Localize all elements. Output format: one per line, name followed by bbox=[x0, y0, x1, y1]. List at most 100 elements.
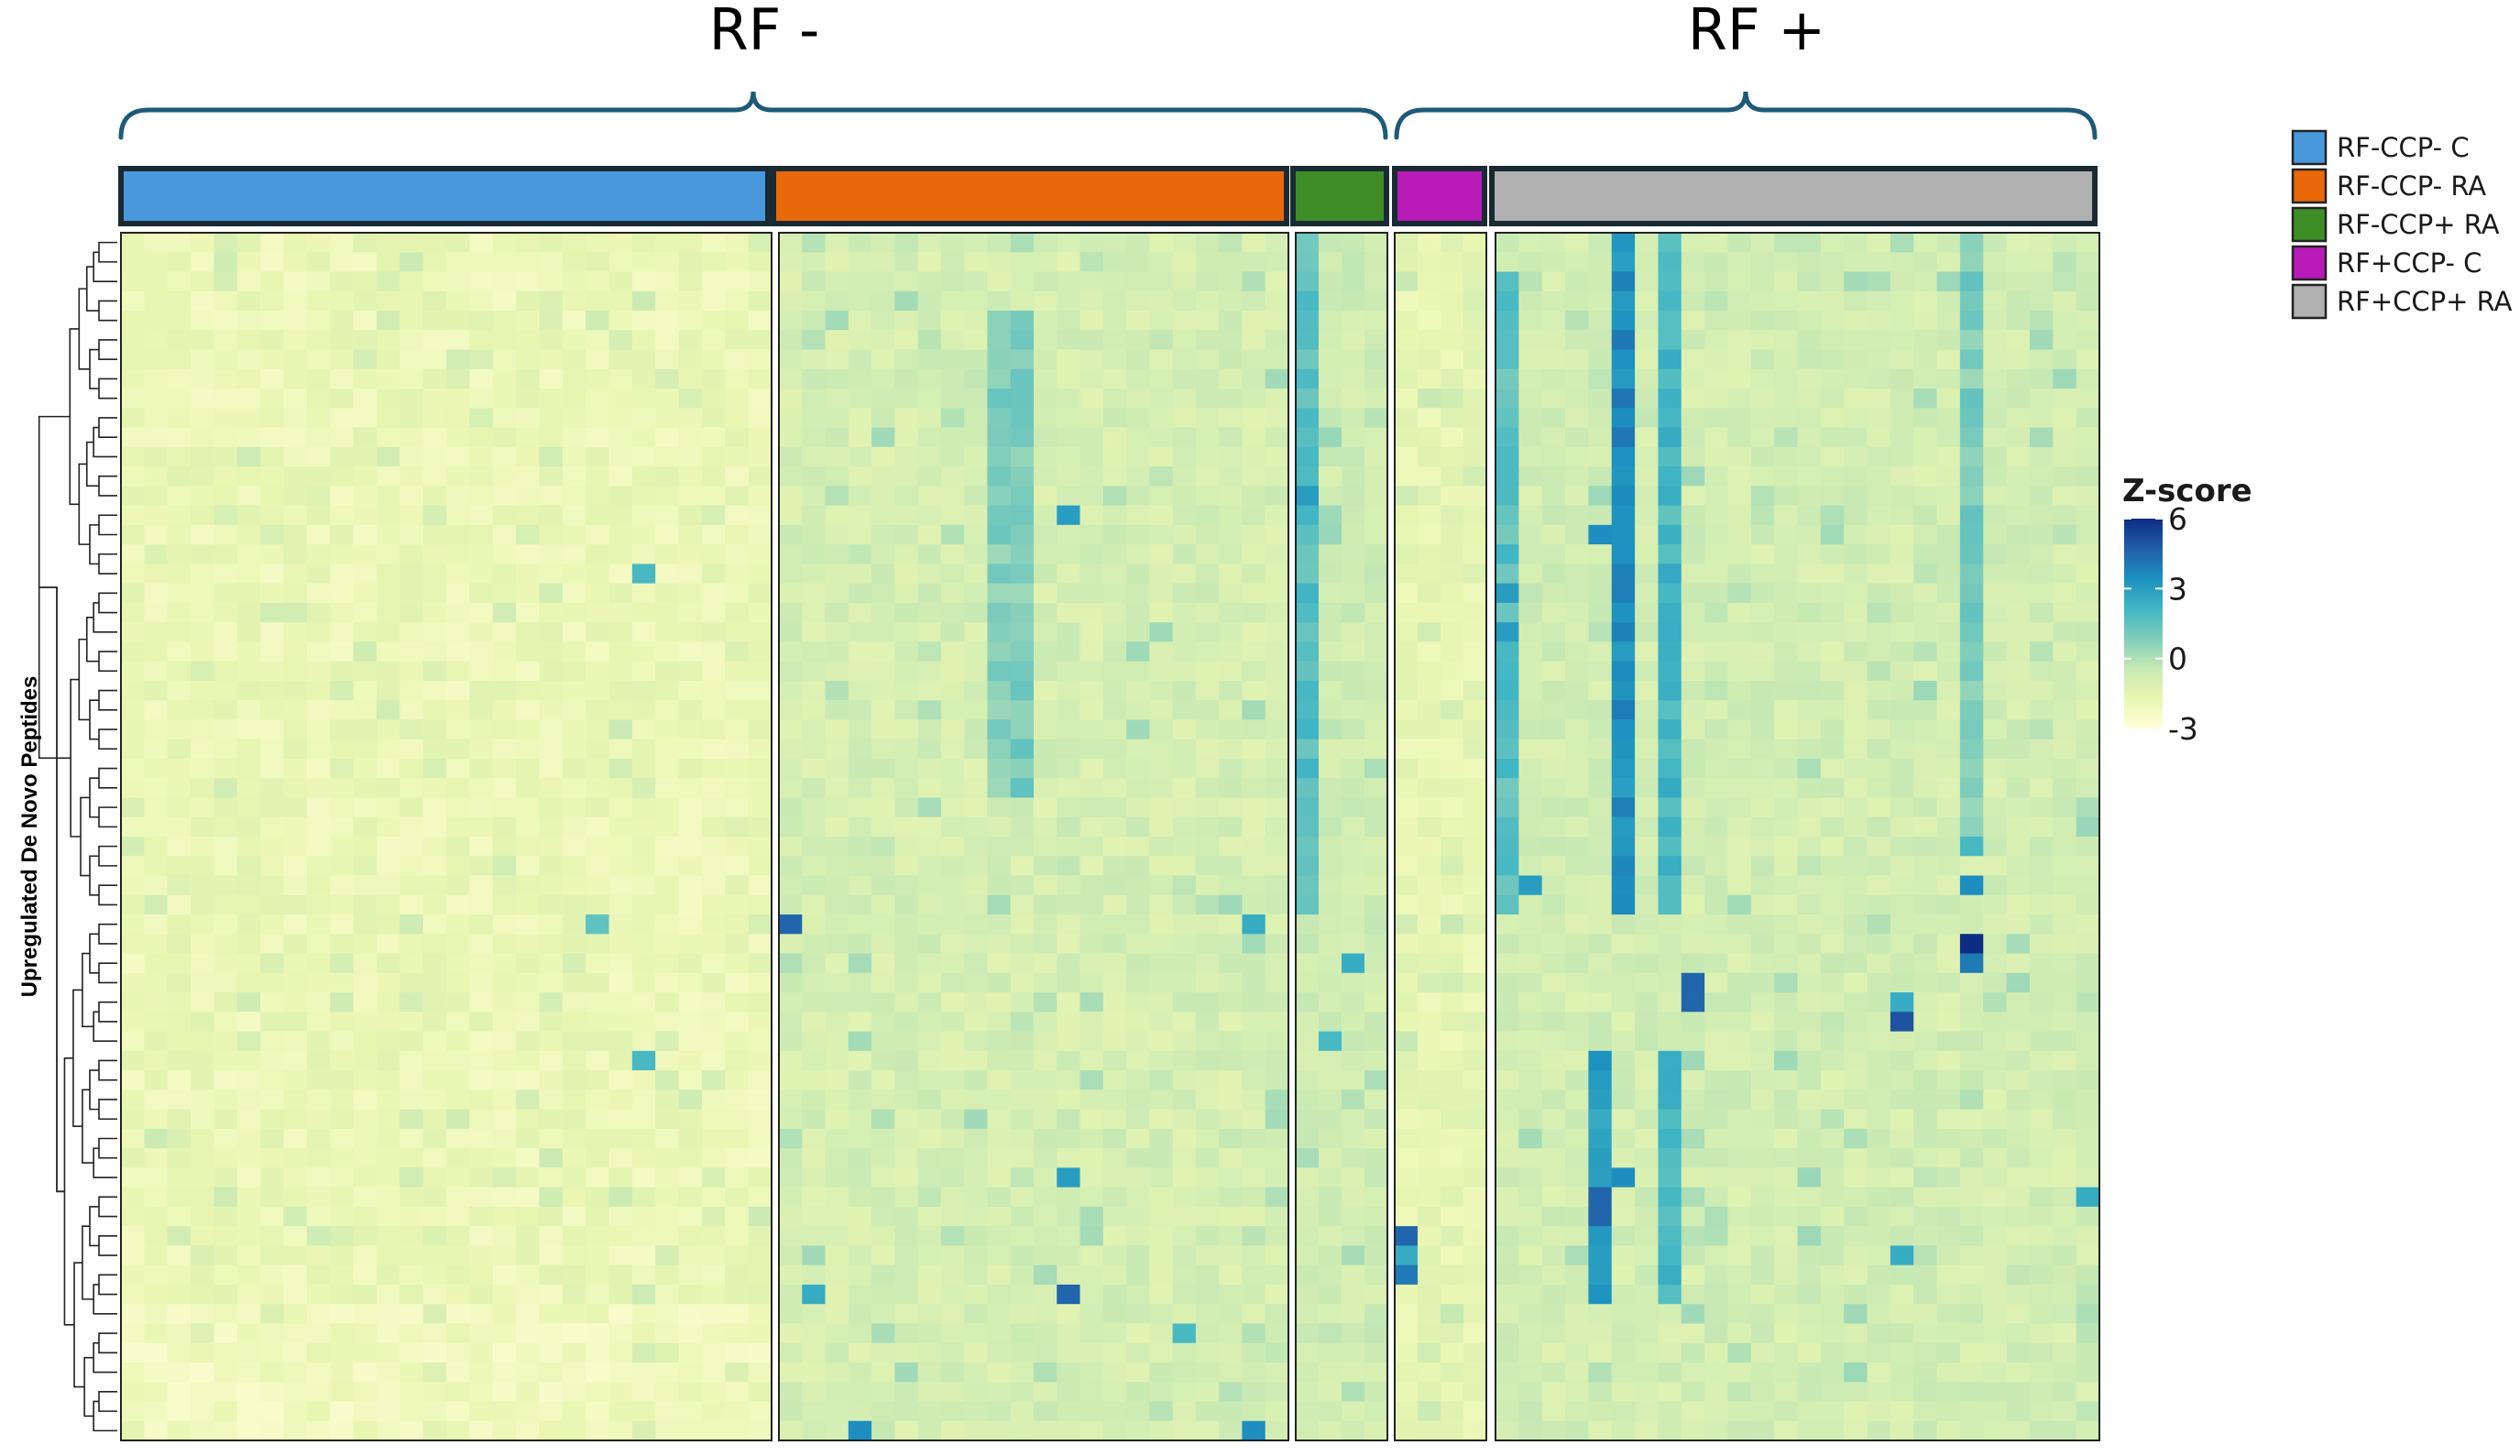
heatmap-cell bbox=[1418, 1070, 1441, 1090]
heatmap-cell bbox=[1983, 233, 2008, 253]
heatmap-cell bbox=[469, 797, 494, 818]
heatmap-cell bbox=[1418, 1304, 1441, 1324]
heatmap-cell bbox=[917, 1089, 942, 1111]
heatmap-cell bbox=[1518, 486, 1543, 507]
heatmap-cell bbox=[1890, 1226, 1914, 1246]
heatmap-cell bbox=[469, 466, 494, 487]
heatmap-cell bbox=[655, 622, 679, 642]
heatmap-cell bbox=[1750, 446, 1775, 467]
heatmap-cell bbox=[1126, 466, 1150, 487]
heatmap-cell bbox=[1658, 368, 1682, 389]
heatmap-cell bbox=[330, 641, 354, 662]
heatmap-cell bbox=[825, 1342, 849, 1363]
heatmap-cell bbox=[1588, 1128, 1613, 1149]
heatmap-cell bbox=[1219, 1031, 1243, 1052]
heatmap-cell bbox=[1588, 330, 1613, 350]
heatmap-cell bbox=[191, 719, 214, 740]
heatmap-cell bbox=[748, 778, 772, 798]
heatmap-cell bbox=[655, 252, 679, 272]
heatmap-cell bbox=[469, 1128, 494, 1149]
heatmap-cell bbox=[1010, 486, 1035, 507]
heatmap-cell bbox=[1820, 1420, 1845, 1441]
heatmap-cell bbox=[586, 622, 609, 642]
heatmap-cell bbox=[191, 700, 214, 720]
heatmap-cell bbox=[1820, 856, 1845, 876]
heatmap-cell bbox=[748, 446, 772, 467]
heatmap-cell bbox=[1342, 680, 1365, 701]
heatmap-cell bbox=[516, 875, 540, 896]
heatmap-cell bbox=[1797, 1050, 1822, 1071]
heatmap-cell bbox=[539, 816, 564, 837]
heatmap-cell bbox=[1774, 739, 1798, 760]
heatmap-cell bbox=[1242, 1148, 1266, 1168]
heatmap-cell bbox=[446, 778, 470, 798]
heatmap-cell bbox=[1319, 1050, 1342, 1071]
heatmap-cell bbox=[1395, 290, 1419, 312]
heatmap-cell bbox=[353, 758, 378, 779]
heatmap-cell bbox=[562, 1226, 586, 1246]
heatmap-cell bbox=[917, 446, 942, 467]
heatmap-cell bbox=[1518, 992, 1543, 1013]
heatmap-cell bbox=[1195, 311, 1220, 331]
heatmap-cell bbox=[1565, 1167, 1589, 1188]
heatmap-cell bbox=[586, 466, 609, 487]
heatmap-cell bbox=[1704, 1226, 1728, 1246]
heatmap-cell bbox=[1463, 1012, 1487, 1032]
heatmap-cell bbox=[1342, 934, 1365, 954]
heatmap-cell bbox=[1913, 875, 1937, 896]
heatmap-cell bbox=[1342, 583, 1365, 604]
heatmap-cell bbox=[376, 583, 400, 604]
heatmap-cell bbox=[802, 1012, 826, 1032]
heatmap-cell bbox=[306, 1420, 331, 1441]
heatmap-cell bbox=[191, 505, 214, 526]
heatmap-cell bbox=[1611, 1342, 1636, 1363]
heatmap-cell bbox=[1172, 622, 1197, 642]
heatmap-cell bbox=[678, 349, 703, 370]
heatmap-cell bbox=[1541, 837, 1566, 857]
heatmap-cell bbox=[678, 700, 703, 720]
heatmap-cell bbox=[492, 816, 517, 837]
heatmap-cell bbox=[562, 837, 586, 857]
heatmap-cell bbox=[1936, 1420, 1961, 1441]
heatmap-cell bbox=[1034, 602, 1057, 623]
heatmap-cell bbox=[446, 758, 470, 779]
heatmap-cell bbox=[422, 1401, 447, 1422]
heatmap-cell bbox=[469, 875, 494, 896]
heatmap-cell bbox=[191, 953, 214, 974]
heatmap-cell bbox=[562, 1304, 586, 1324]
heatmap-cell bbox=[1342, 1167, 1365, 1188]
heatmap-cell bbox=[191, 1382, 214, 1402]
heatmap-cell bbox=[1079, 934, 1104, 954]
heatmap-cell bbox=[1936, 700, 1961, 720]
heatmap-cell bbox=[1126, 739, 1150, 760]
heatmap-cell bbox=[1219, 290, 1243, 312]
heatmap-cell bbox=[1102, 330, 1127, 350]
heatmap-cell bbox=[121, 389, 145, 409]
heatmap-cell bbox=[1418, 1401, 1441, 1422]
heatmap-cell bbox=[1704, 311, 1728, 331]
heatmap-cell bbox=[1936, 797, 1961, 818]
heatmap-cell bbox=[1913, 1304, 1937, 1324]
heatmap-cell bbox=[446, 1206, 470, 1227]
heatmap-cell bbox=[1102, 622, 1127, 642]
heatmap-cell bbox=[1936, 837, 1961, 857]
heatmap-cell bbox=[701, 1226, 726, 1246]
heatmap-cell bbox=[306, 1382, 331, 1402]
heatmap-cell bbox=[1844, 1206, 1868, 1227]
heatmap-cell bbox=[1242, 1206, 1266, 1227]
heatmap-cell bbox=[1565, 1264, 1589, 1286]
heatmap-cell bbox=[330, 427, 354, 448]
dendrogram-branch bbox=[98, 1391, 117, 1412]
heatmap-cell bbox=[825, 1382, 849, 1402]
heatmap-cell bbox=[1172, 992, 1197, 1013]
heatmap-cell bbox=[1364, 972, 1388, 993]
heatmap-cell bbox=[516, 1382, 540, 1402]
heatmap-cell bbox=[144, 758, 169, 779]
heatmap-cell bbox=[330, 233, 354, 253]
heatmap-cell bbox=[446, 700, 470, 720]
heatmap-cell bbox=[1658, 1070, 1682, 1090]
heatmap-cell bbox=[1518, 1264, 1543, 1286]
heatmap-cell bbox=[191, 427, 214, 448]
heatmap-cell bbox=[848, 622, 872, 642]
heatmap-cell bbox=[779, 953, 803, 974]
